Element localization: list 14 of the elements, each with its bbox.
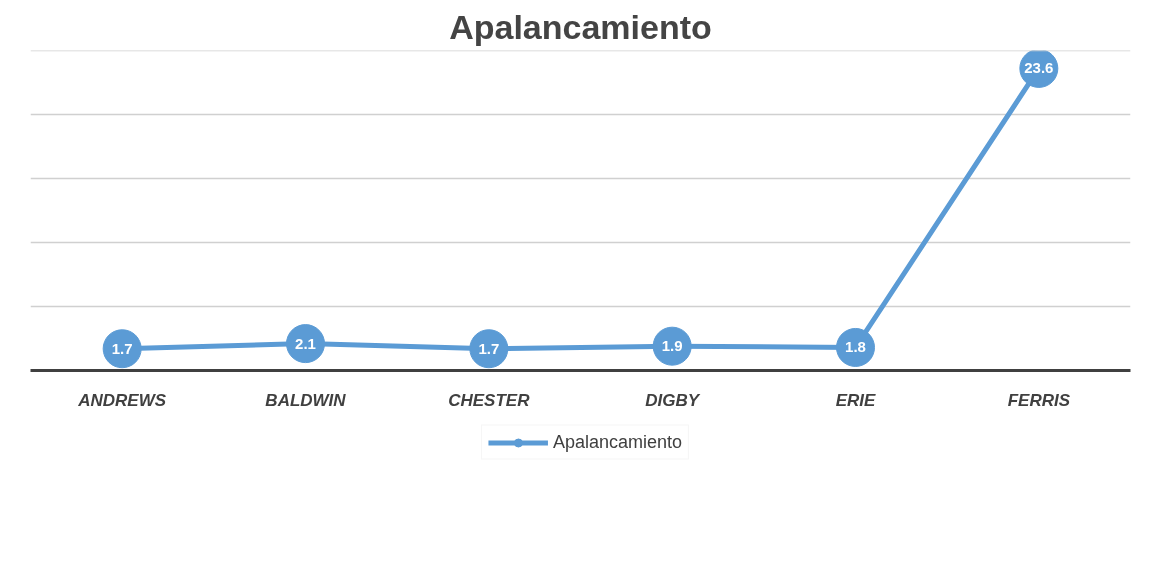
data-label: 1.9 [661,337,683,355]
x-tick-label: FERRIS [1007,390,1071,410]
x-tick-label: ERIE [835,390,876,410]
x-tick-label: BALDWIN [265,390,347,410]
x-tick-label: CHESTER [448,390,531,410]
data-label: 1.7 [478,339,500,357]
data-label: 1.7 [111,339,133,357]
legend-label: Apalancamiento [552,431,683,453]
data-label: 23.6 [1024,59,1054,77]
data-label: 1.8 [845,338,866,356]
x-tick-label: DIGBY [645,390,701,410]
chart-title: Apalancamiento [449,7,712,46]
data-label: 2.1 [295,334,316,352]
x-tick-label: ANDREWS [77,390,167,410]
